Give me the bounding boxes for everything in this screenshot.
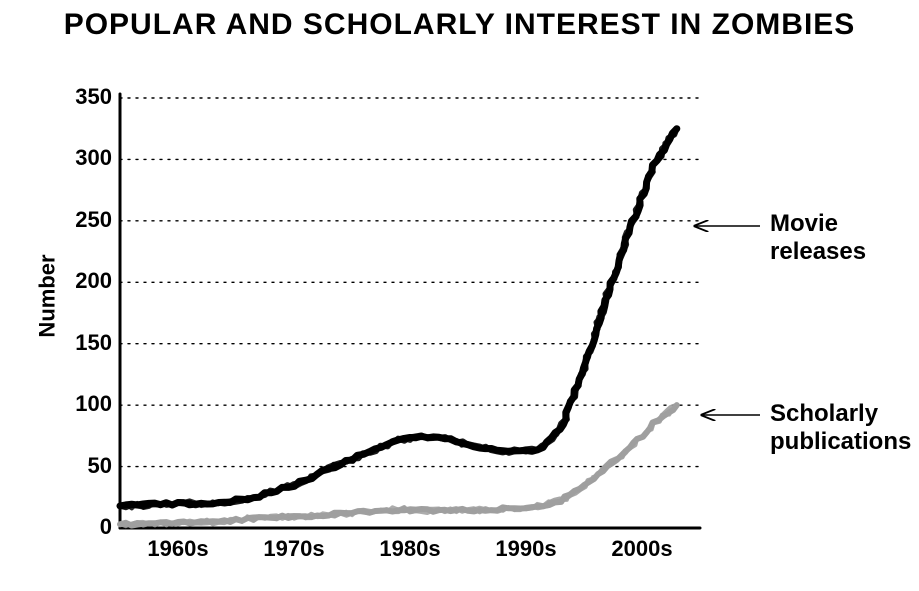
x-tick-label: 1970s [263, 536, 324, 562]
chart-container: POPULAR AND SCHOLARLY INTEREST IN ZOMBIE… [0, 0, 919, 591]
x-tick-label: 1990s [495, 536, 556, 562]
y-tick-label: 200 [62, 268, 112, 294]
y-tick-label: 250 [62, 207, 112, 233]
annotation-scholarly: Scholarly publications [770, 400, 911, 455]
y-tick-label: 0 [62, 514, 112, 540]
y-tick-label: 150 [62, 330, 112, 356]
y-tick-label: 300 [62, 145, 112, 171]
y-tick-label: 50 [62, 453, 112, 479]
series-scholarly [120, 405, 677, 526]
annotation-movies: Movie releases [770, 210, 866, 265]
x-tick-label: 2000s [611, 536, 672, 562]
series-movies [120, 129, 677, 509]
y-tick-label: 350 [62, 84, 112, 110]
x-tick-label: 1980s [379, 536, 440, 562]
x-tick-label: 1960s [147, 536, 208, 562]
chart-plot-svg [0, 0, 919, 591]
y-tick-label: 100 [62, 391, 112, 417]
